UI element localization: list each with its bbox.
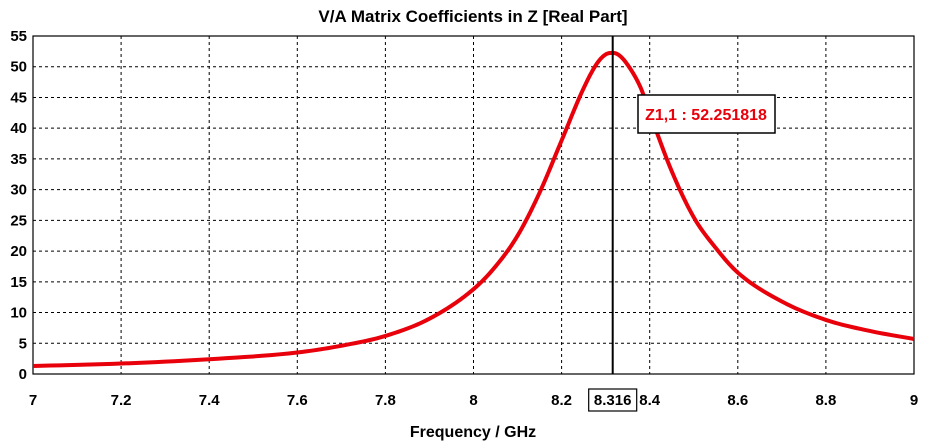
y-tick-label: 35: [10, 151, 27, 168]
y-tick-label: 15: [10, 274, 27, 291]
x-axis-ticks: 7 7.2 7.4 7.6 7.8 8 8.2 8.4 8.6 8.8 9: [29, 392, 918, 409]
x-tick-label: 7: [29, 392, 37, 409]
y-tick-label: 25: [10, 212, 27, 229]
marker-x-value[interactable]: 8.316: [594, 392, 632, 409]
y-tick-label: 20: [10, 243, 27, 260]
x-tick-label: 8.6: [727, 392, 748, 409]
y-tick-label: 0: [19, 366, 27, 383]
x-tick-label: 7.4: [199, 392, 221, 409]
y-tick-label: 5: [19, 335, 27, 352]
grid: [33, 36, 914, 374]
y-tick-label: 10: [10, 305, 27, 322]
y-tick-label: 40: [10, 120, 27, 137]
x-axis-label: Frequency / GHz: [410, 424, 536, 441]
y-tick-label: 50: [10, 59, 27, 76]
x-tick-label: 7.6: [287, 392, 308, 409]
y-tick-label: 55: [10, 28, 27, 45]
x-tick-label: 9: [910, 392, 918, 409]
y-tick-label: 45: [10, 89, 27, 106]
x-tick-label: 7.2: [111, 392, 132, 409]
chart-title: V/A Matrix Coefficients in Z [Real Part]: [318, 7, 627, 26]
x-tick-label: 8.2: [551, 392, 572, 409]
x-tick-label: 8: [469, 392, 477, 409]
marker-x-box[interactable]: [588, 388, 638, 412]
marker-label[interactable]: Z1,1 : 52.251818: [645, 107, 767, 124]
series-layer: [32, 50, 915, 369]
marker-label-box[interactable]: [637, 94, 776, 134]
x-tick-label: 8.8: [815, 392, 836, 409]
y-axis-ticks: 0 5 10 15 20 25 30 35 40 45 50 55: [10, 28, 27, 383]
series-line-z11: [32, 50, 915, 369]
y-tick-label: 30: [10, 182, 27, 199]
x-tick-label: 8.4: [639, 392, 661, 409]
x-tick-label: 7.8: [375, 392, 396, 409]
